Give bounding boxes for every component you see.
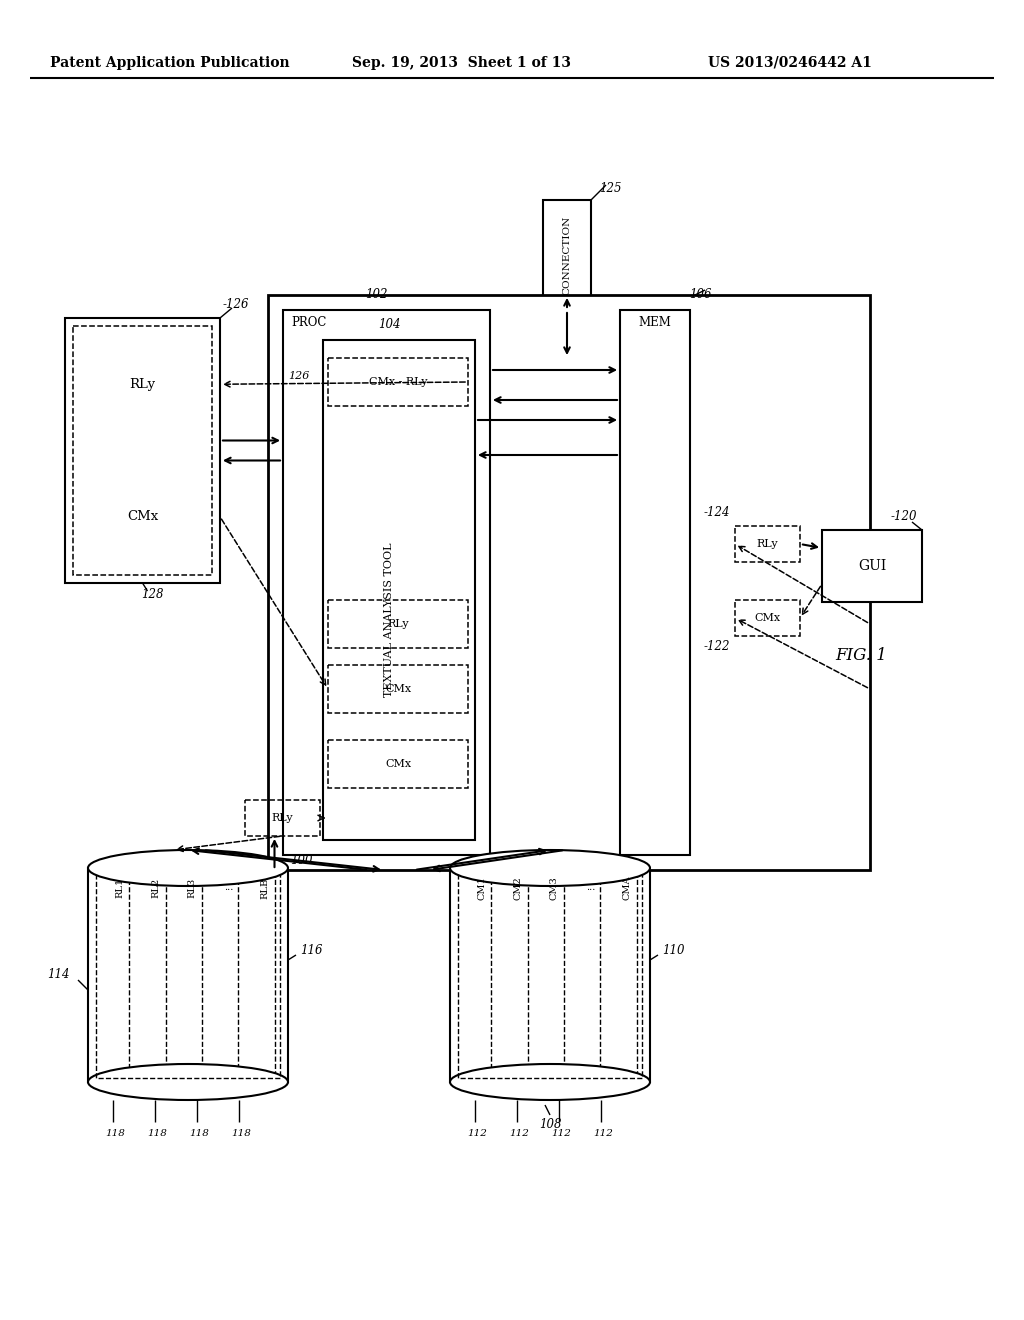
Text: 126: 126 xyxy=(288,371,309,381)
Bar xyxy=(328,665,468,713)
Ellipse shape xyxy=(450,1064,650,1100)
Text: 128: 128 xyxy=(141,589,164,602)
Ellipse shape xyxy=(88,1064,288,1100)
Bar xyxy=(73,326,212,576)
Bar xyxy=(283,310,490,855)
Bar xyxy=(245,800,319,836)
Text: GUI: GUI xyxy=(858,558,886,573)
Text: CONNECTION: CONNECTION xyxy=(562,215,571,294)
Text: US 2013/0246442 A1: US 2013/0246442 A1 xyxy=(708,55,872,70)
Text: 112: 112 xyxy=(467,1129,487,1138)
Text: 125: 125 xyxy=(599,181,622,194)
Text: CM2: CM2 xyxy=(513,876,522,900)
Text: 114: 114 xyxy=(47,969,70,982)
Text: 104: 104 xyxy=(378,318,400,330)
Bar xyxy=(458,873,642,1078)
Text: FIG. 1: FIG. 1 xyxy=(835,647,887,664)
Text: ...: ... xyxy=(224,883,233,892)
Text: 118: 118 xyxy=(147,1129,167,1138)
Bar xyxy=(450,869,650,1082)
Bar xyxy=(268,294,870,870)
Text: PROC: PROC xyxy=(291,317,327,330)
Text: -120: -120 xyxy=(891,510,918,523)
Text: RL2: RL2 xyxy=(152,878,161,898)
Bar xyxy=(65,318,220,583)
Text: RL1: RL1 xyxy=(115,878,124,898)
Bar xyxy=(543,201,591,310)
Text: CMx: CMx xyxy=(385,759,411,770)
Bar xyxy=(735,601,800,636)
Text: RL3: RL3 xyxy=(187,878,197,898)
Text: RLy: RLy xyxy=(271,813,293,822)
Text: 102: 102 xyxy=(366,288,388,301)
Bar xyxy=(822,531,922,602)
Text: ...: ... xyxy=(586,883,595,892)
Text: RLy: RLy xyxy=(387,619,409,630)
Text: CMx: CMx xyxy=(755,612,780,623)
Text: CMx - RLy: CMx - RLy xyxy=(369,378,427,387)
Text: 112: 112 xyxy=(593,1129,613,1138)
Text: -124: -124 xyxy=(703,507,730,520)
Text: 112: 112 xyxy=(509,1129,529,1138)
Text: 116: 116 xyxy=(300,944,323,957)
Text: 100: 100 xyxy=(290,854,312,866)
Text: Patent Application Publication: Patent Application Publication xyxy=(50,55,290,70)
Text: CMx: CMx xyxy=(127,511,158,523)
Text: TEXTUAL ANALYSIS TOOL: TEXTUAL ANALYSIS TOOL xyxy=(384,543,394,697)
Bar xyxy=(323,341,475,840)
Text: CM1: CM1 xyxy=(477,876,486,900)
Text: 118: 118 xyxy=(105,1129,125,1138)
Bar xyxy=(328,601,468,648)
Text: 108: 108 xyxy=(539,1118,561,1131)
Bar xyxy=(328,358,468,407)
Text: CMx: CMx xyxy=(385,684,411,694)
Text: -126: -126 xyxy=(223,297,250,310)
Text: CM3: CM3 xyxy=(550,876,559,900)
Ellipse shape xyxy=(88,850,288,886)
Text: -122: -122 xyxy=(703,639,730,652)
Text: 118: 118 xyxy=(231,1129,251,1138)
Text: RLy: RLy xyxy=(129,378,156,391)
Text: Sep. 19, 2013  Sheet 1 of 13: Sep. 19, 2013 Sheet 1 of 13 xyxy=(352,55,571,70)
Bar xyxy=(620,310,690,855)
Text: RLy: RLy xyxy=(757,539,778,549)
Bar xyxy=(328,741,468,788)
Text: RLB: RLB xyxy=(260,878,269,899)
Text: 112: 112 xyxy=(551,1129,571,1138)
Ellipse shape xyxy=(450,850,650,886)
Text: 106: 106 xyxy=(689,288,712,301)
Bar xyxy=(88,869,288,1082)
Text: MEM: MEM xyxy=(639,317,672,330)
Bar xyxy=(735,525,800,562)
Text: 110: 110 xyxy=(662,944,684,957)
Text: CMA: CMA xyxy=(623,875,632,900)
Text: 118: 118 xyxy=(189,1129,209,1138)
Bar xyxy=(96,873,280,1078)
